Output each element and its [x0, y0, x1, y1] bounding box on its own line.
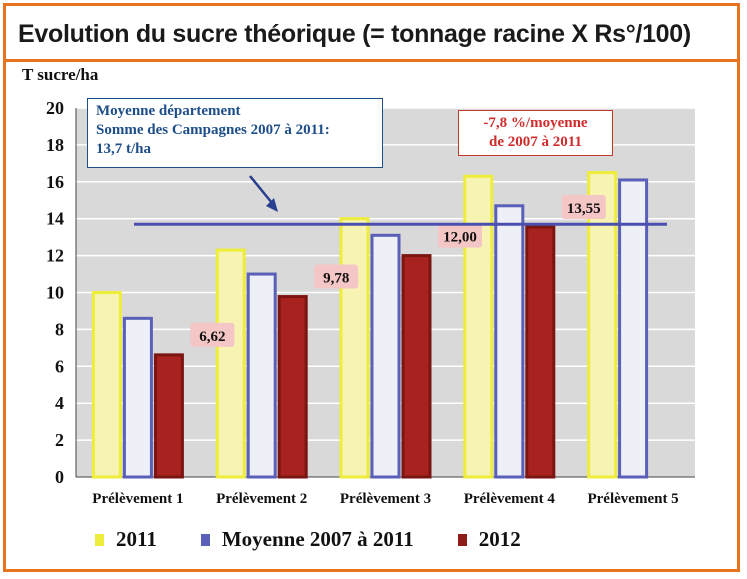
variation-line-2: de 2007 à 2011	[489, 134, 582, 150]
bar	[370, 233, 401, 479]
variation-line-1: -7,8 %/moyenne	[483, 115, 588, 131]
data-label-bg	[190, 322, 235, 347]
bar	[463, 174, 494, 479]
arrow-shaft	[249, 175, 273, 204]
bar	[618, 178, 649, 479]
bar	[122, 316, 153, 479]
chart-title: Evolution du sucre théorique (= tonnage …	[6, 6, 737, 62]
bar	[246, 272, 277, 479]
y-tick-label: 12	[46, 246, 64, 266]
legend-label-average: Moyenne 2007 à 2011	[221, 527, 414, 551]
legend-item-2011: 2011	[95, 527, 157, 552]
legend-item-2012: 2012	[457, 527, 521, 552]
y-tick-label: 0	[55, 467, 64, 487]
bar	[153, 353, 184, 479]
note-line-2: Somme des Campagnes 2007 à 2011:	[96, 122, 330, 138]
legend-swatch-2011	[95, 533, 104, 546]
bar	[215, 248, 246, 479]
y-tick-label: 2	[55, 430, 64, 450]
y-tick-label: 18	[46, 135, 64, 155]
variation-note: -7,8 %/moyenne de 2007 à 2011	[458, 110, 613, 156]
data-label-bg	[561, 195, 606, 220]
data-label: 6,62	[199, 329, 225, 345]
x-tick-label: Prélèvement 4	[464, 491, 556, 507]
bar	[525, 225, 556, 479]
y-tick-label: 6	[55, 356, 64, 376]
y-tick-label: 20	[46, 98, 64, 118]
note-line-1: Moyenne département	[96, 103, 241, 119]
y-tick-label: 14	[46, 209, 64, 229]
data-label-bg	[314, 264, 359, 289]
bar	[494, 204, 525, 479]
department-average-note: Moyenne département Somme des Campagnes …	[87, 98, 383, 168]
bar	[339, 217, 370, 479]
y-tick-label: 8	[55, 319, 64, 339]
legend-label-2011: 2011	[116, 527, 157, 551]
data-label: 12,00	[443, 230, 477, 246]
y-tick-label: 10	[46, 283, 64, 303]
legend-label-2012: 2012	[478, 527, 521, 551]
arrow-head	[266, 198, 278, 212]
bar	[91, 291, 122, 479]
data-label-bg	[438, 223, 482, 248]
y-axis-label: T sucre/ha	[22, 65, 99, 84]
bar	[401, 254, 432, 479]
chart-legend: 2011 Moyenne 2007 à 2011 2012	[95, 527, 521, 552]
bar	[277, 295, 308, 479]
x-tick-label: Prélèvement 5	[587, 491, 678, 507]
y-tick-label: 16	[46, 172, 64, 192]
x-tick-label: Prélèvement 1	[92, 491, 183, 507]
legend-swatch-2012	[457, 533, 467, 546]
note-line-3: 13,7 t/ha	[96, 141, 152, 157]
legend-item-average: Moyenne 2007 à 2011	[200, 527, 414, 552]
data-label: 9,78	[323, 271, 349, 287]
x-tick-label: Prélèvement 2	[216, 491, 307, 507]
data-label: 13,55	[567, 201, 601, 217]
y-tick-label: 4	[55, 393, 64, 413]
legend-swatch-average	[200, 533, 210, 546]
x-tick-label: Prélèvement 3	[340, 491, 431, 507]
